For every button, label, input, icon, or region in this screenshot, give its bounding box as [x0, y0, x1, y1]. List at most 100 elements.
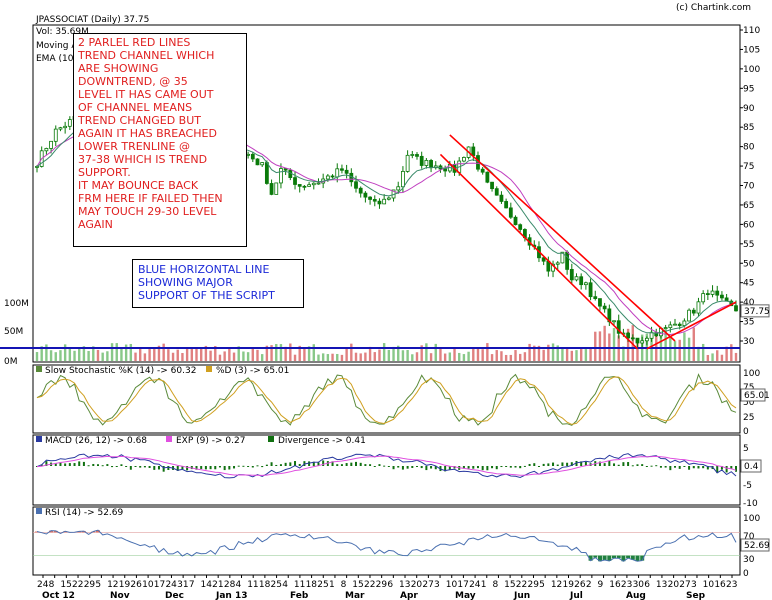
volume-bar — [514, 350, 517, 361]
volume-bar — [598, 331, 602, 361]
price-tick-label: 65 — [743, 201, 754, 211]
divergence-bar — [472, 466, 475, 469]
stoch-k-line — [36, 373, 737, 426]
volume-bar — [711, 353, 714, 361]
ema-label: EMA (10 — [36, 54, 74, 64]
month-label: Jun — [513, 591, 530, 600]
price-candle-body — [663, 327, 668, 330]
price-candle-body — [701, 293, 706, 303]
divergence-bar — [406, 466, 409, 469]
divergence-bar — [509, 466, 512, 468]
volume-bar — [157, 345, 161, 361]
price-candle-body — [602, 305, 607, 310]
volume-bar — [336, 353, 339, 361]
price-candle-body — [63, 125, 68, 129]
rsi-tick-label: 100 — [743, 514, 760, 524]
x-tick-label: 26 — [130, 580, 142, 590]
month-label: Oct 12 — [42, 591, 75, 600]
chartink-credit: (c) Chartink.com — [676, 3, 751, 13]
volume-bar — [195, 348, 198, 361]
stoch-tick-label: 25 — [743, 413, 754, 423]
volume-bar — [448, 352, 452, 361]
volume-bar — [92, 346, 95, 361]
rsi-panel — [32, 506, 741, 576]
x-tick-label: 13 — [399, 580, 410, 590]
volume-bar — [504, 354, 508, 361]
price-tick-label: 85 — [743, 123, 754, 133]
trend-line — [439, 153, 639, 350]
price-candle-body — [401, 170, 405, 188]
price-tick-label: 55 — [743, 240, 754, 250]
divergence-bar — [373, 466, 376, 467]
price-candle-body — [429, 160, 433, 169]
volume-bar — [575, 350, 578, 361]
divergence-bar — [444, 466, 447, 472]
price-candle-body — [480, 168, 485, 173]
chart-title: JPASSOCIAT (Daily) 37.75 — [35, 15, 149, 25]
x-tick-label: 24 — [165, 580, 177, 590]
price-candle-body — [691, 309, 696, 314]
x-tick-label: 30 — [633, 580, 645, 590]
support-annotation-box: BLUE HORIZONTAL LINE SHOWING MAJOR SUPPORT… — [132, 259, 304, 308]
volume-bar — [373, 352, 376, 361]
volume-bar — [556, 345, 559, 361]
volume-bar — [181, 353, 184, 361]
x-tick-label: 25 — [271, 580, 282, 590]
price-candle-body — [415, 154, 419, 157]
volume-bar — [54, 352, 57, 361]
volume-bar — [139, 347, 142, 361]
divergence-bar — [519, 466, 522, 469]
volume-bar — [481, 349, 484, 361]
price-candle-body — [382, 198, 387, 205]
divergence-bar — [603, 463, 606, 466]
volume-bar — [350, 343, 353, 361]
divergence-bar — [153, 466, 156, 470]
x-tick-label: 23 — [621, 580, 632, 590]
macd-tick-label: 5 — [743, 444, 749, 454]
volume-bar — [204, 345, 208, 361]
x-tick-label: 20 — [668, 580, 680, 590]
volume-bar — [542, 349, 545, 361]
channel-annotation-line: ARE SHOWING — [78, 62, 159, 75]
volume-bar — [162, 343, 165, 361]
volume-bar — [317, 354, 320, 361]
divergence-bar — [608, 460, 611, 466]
volume-bar — [603, 325, 606, 361]
volume-bar — [289, 343, 292, 361]
volume-tick-label: 0M — [4, 357, 18, 367]
volume-bar — [134, 352, 137, 361]
channel-annotation-line: 37-38 WHICH IS TREND — [78, 153, 208, 166]
divergence-bar — [73, 463, 76, 466]
volume-bar — [190, 348, 194, 361]
divergence-bar — [383, 465, 386, 467]
price-candle-body — [405, 154, 410, 172]
price-candle-body — [255, 158, 260, 166]
rsi-oversold-fill — [180, 555, 645, 562]
volume-bar — [720, 354, 724, 361]
moving-average-label: Moving A — [36, 41, 78, 51]
divergence-bar — [209, 466, 212, 470]
divergence-bar — [92, 463, 95, 466]
x-tick-label: 15 — [352, 580, 363, 590]
price-candle-body — [274, 182, 279, 195]
price-tick-label: 60 — [743, 220, 755, 230]
divergence-bar — [523, 465, 526, 467]
stoch-tick-label: 0 — [743, 427, 749, 437]
divergence-bar — [340, 464, 343, 466]
channel-annotation-line: AGAIN IT HAS BREACHED — [78, 127, 217, 140]
divergence-bar — [289, 462, 292, 466]
x-tick-label: 4 — [282, 580, 288, 590]
divergence-bar — [678, 466, 681, 469]
channel-annotation-line: LOWER TRENLINE @ — [78, 140, 190, 153]
volume-bar — [78, 347, 81, 361]
volume-bar — [73, 350, 76, 361]
stoch-last-label: 65.01 — [744, 391, 770, 401]
divergence-bar — [730, 466, 733, 469]
divergence-bar — [181, 466, 184, 470]
price-tick-label: 95 — [743, 84, 754, 94]
price-candle-body — [293, 177, 297, 185]
x-tick-label: 24 — [469, 580, 481, 590]
divergence-bar — [129, 466, 132, 470]
divergence-bar — [697, 466, 700, 469]
volume-bar — [476, 348, 480, 361]
